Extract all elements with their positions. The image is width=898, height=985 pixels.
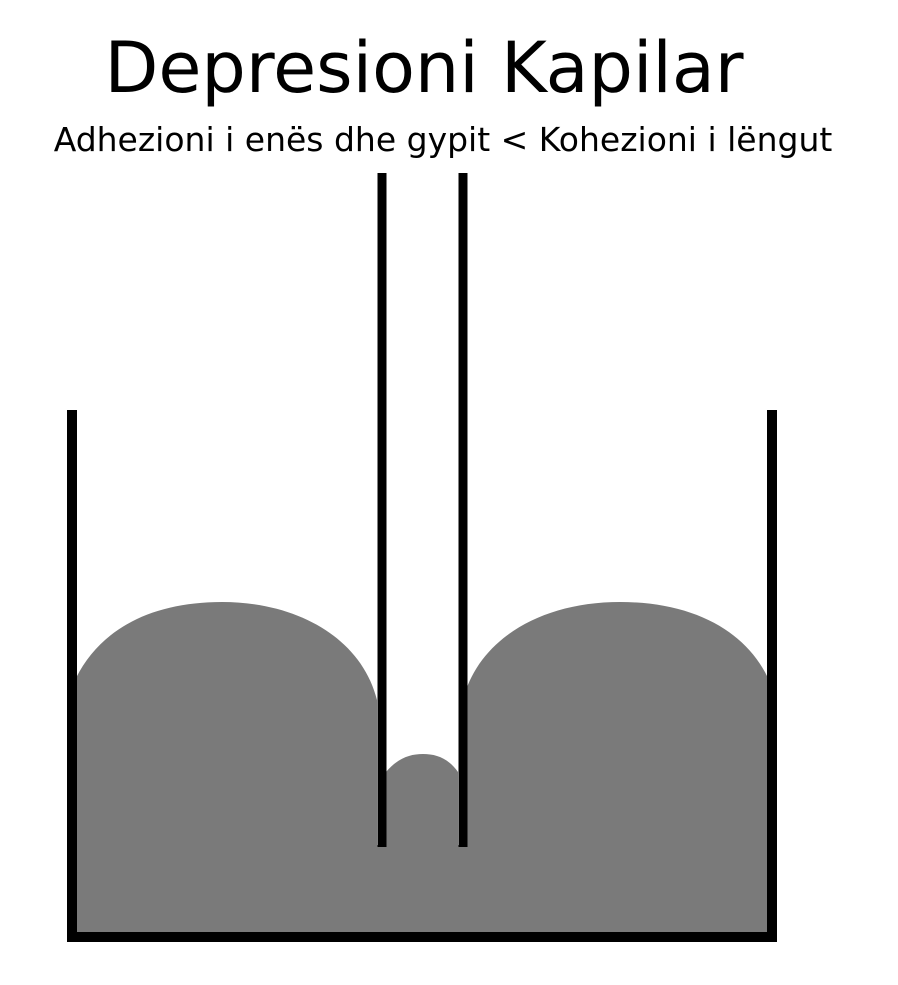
liquid-in-container bbox=[76, 602, 768, 936]
diagram-subtitle: Adhezioni i enës dhe gypit < Kohezioni i… bbox=[53, 120, 833, 159]
liquid-in-tube bbox=[386, 754, 458, 845]
diagram-title: Depresioni Kapilar bbox=[104, 27, 744, 109]
container-walls bbox=[67, 410, 777, 942]
